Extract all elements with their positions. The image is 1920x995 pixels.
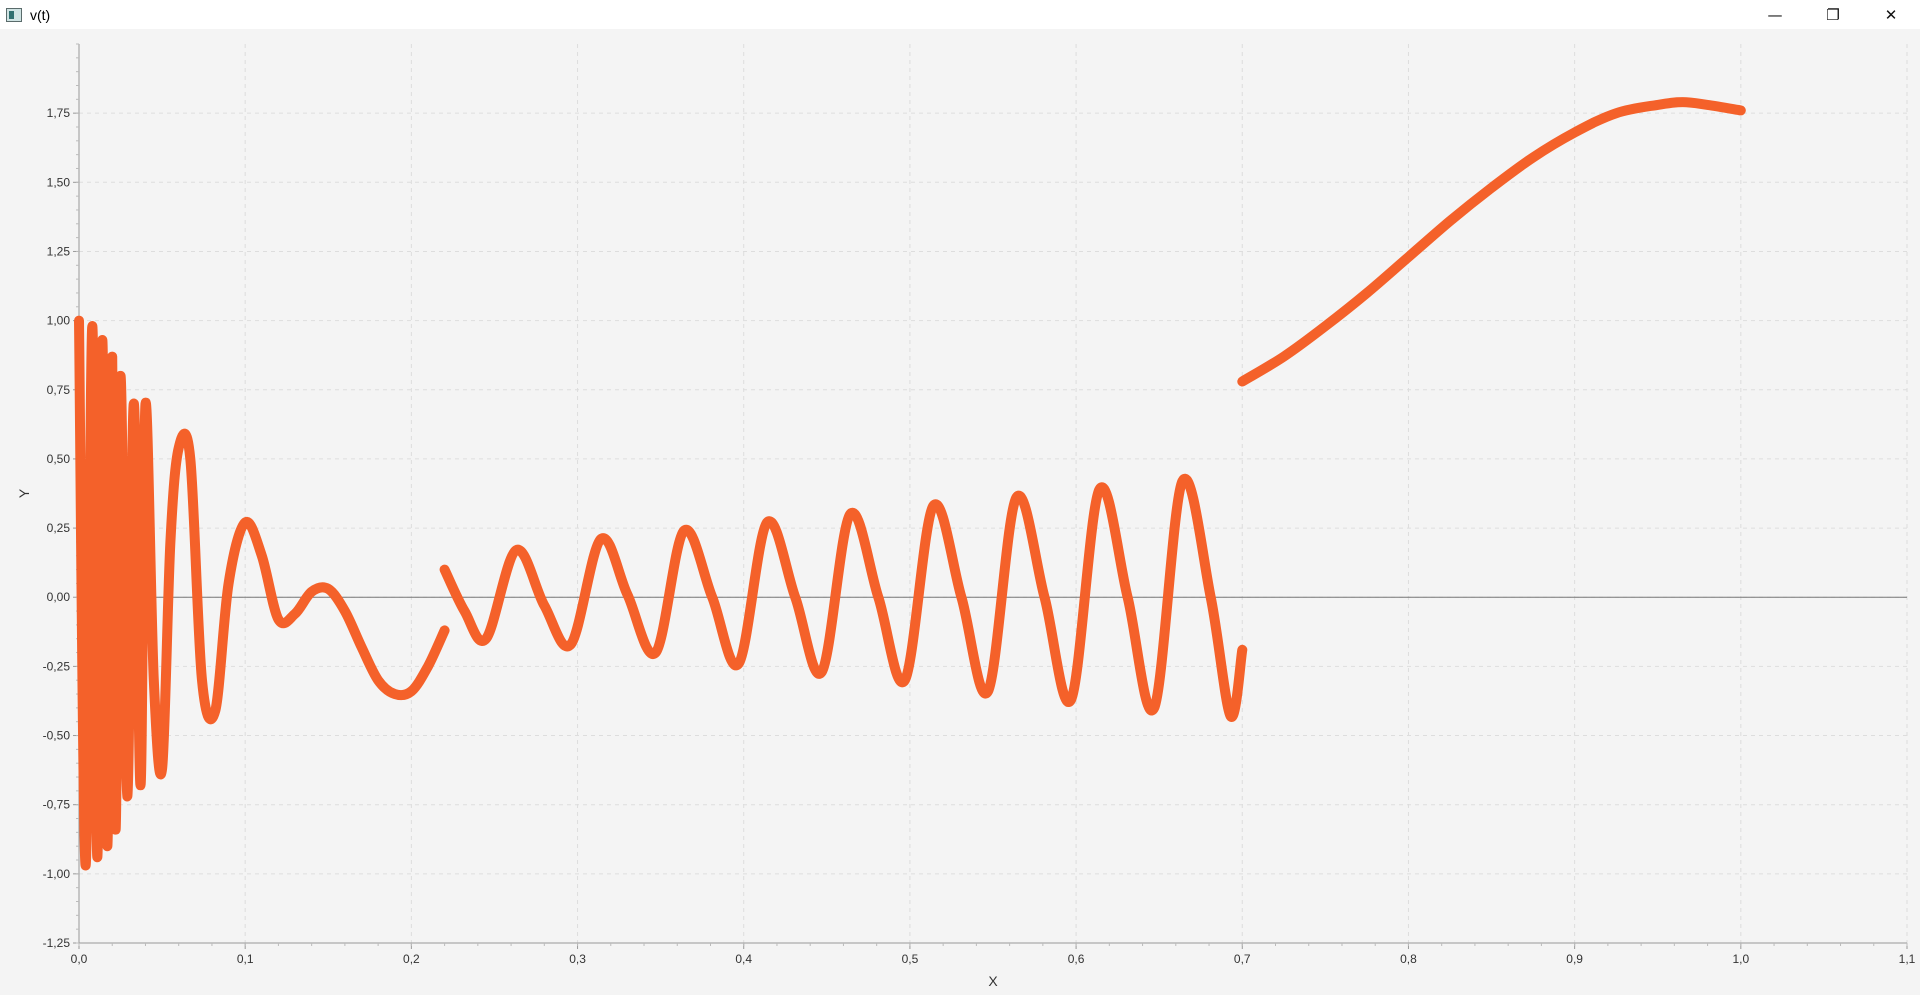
x-tick-label: 0,4 bbox=[735, 952, 752, 966]
x-tick-label: 1,0 bbox=[1732, 952, 1749, 966]
app-icon bbox=[6, 7, 22, 22]
restore-button[interactable]: ❐ bbox=[1826, 5, 1840, 24]
y-tick-label: 1,00 bbox=[47, 314, 71, 328]
y-tick-label: -0,25 bbox=[43, 659, 71, 673]
y-tick-label: 0,25 bbox=[47, 521, 71, 535]
x-tick-label: 0,0 bbox=[71, 952, 88, 966]
y-tick-label: 0,50 bbox=[47, 452, 71, 466]
y-axis-label: Y bbox=[16, 488, 32, 498]
x-tick-label: 0,2 bbox=[403, 952, 420, 966]
title-bar: v(t) — ❐ ✕ bbox=[0, 0, 1920, 29]
axes bbox=[78, 44, 1907, 944]
y-tick-label: 1,25 bbox=[47, 244, 71, 258]
series-group bbox=[74, 97, 1746, 871]
x-tick-label: 0,9 bbox=[1566, 952, 1583, 966]
x-tick-label: 0,3 bbox=[569, 952, 586, 966]
y-tick-label: -1,00 bbox=[43, 867, 71, 881]
x-tick-label: 0,1 bbox=[237, 952, 254, 966]
line-chart: 0,0 0,1 0,2 0,3 0,4 0,5 0,6 0,7 0,8 0,9 1,0 1,1 -1,2… bbox=[16, 43, 1916, 989]
window-title: v(t) bbox=[30, 6, 51, 23]
series-line-2 bbox=[439, 473, 1248, 722]
x-tick-label: 1,1 bbox=[1899, 952, 1916, 966]
series-line-1 bbox=[74, 315, 450, 871]
y-tick-label: 1,75 bbox=[47, 106, 71, 120]
grid bbox=[79, 44, 1908, 943]
x-tick-label: 0,5 bbox=[902, 952, 919, 966]
x-tick-label: 0,7 bbox=[1234, 952, 1251, 966]
x-tick-label: 0,8 bbox=[1400, 952, 1417, 966]
y-tick-label: 1,50 bbox=[47, 175, 71, 189]
x-tick-label: 0,6 bbox=[1068, 952, 1085, 966]
x-axis-label: X bbox=[988, 973, 998, 989]
y-tick-label: -0,50 bbox=[43, 729, 71, 743]
close-button[interactable]: ✕ bbox=[1884, 5, 1898, 24]
y-tick-label: -1,25 bbox=[43, 936, 71, 950]
y-tick-label: 0,75 bbox=[47, 383, 71, 397]
series-line-3 bbox=[1237, 97, 1746, 387]
y-tick-label: -0,75 bbox=[43, 798, 71, 812]
minimize-button[interactable]: — bbox=[1767, 5, 1783, 24]
y-tick-label: 0,00 bbox=[47, 590, 71, 604]
window-controls: — ❐ ✕ bbox=[1746, 0, 1920, 29]
